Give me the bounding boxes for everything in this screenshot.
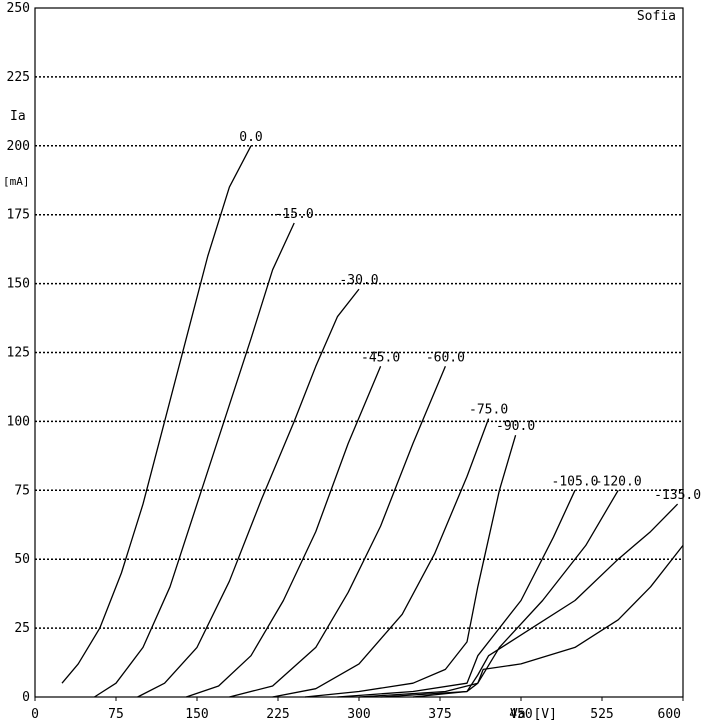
series-line (272, 418, 490, 698)
y-tick-label: 225 (7, 70, 30, 85)
series-group: 0.0-15.0-30.0-45.0 -60.0-75.0-90.0-105.0-… (61, 130, 701, 698)
x-tick-label: 150 (185, 707, 208, 722)
series-line (137, 288, 360, 698)
series-label: -135.0 (654, 488, 701, 503)
series-label: -30.0 (339, 273, 378, 288)
series-line (61, 145, 252, 684)
x-tick-label: 225 (266, 707, 289, 722)
axis-ticks: 0 25 50 75 100 125 150 175 200 225 250 0 75 150 225 300… (7, 1, 684, 722)
x-tick-label: 300 (347, 707, 370, 722)
series-label: -120.0 (595, 474, 642, 489)
y-tick-label: 50 (14, 552, 30, 567)
series-line (304, 435, 517, 698)
series-label: -15.0 (275, 207, 314, 222)
series-line (337, 490, 576, 698)
series-label: -60.0 (426, 350, 465, 365)
y-tick-label: 175 (7, 208, 30, 223)
x-tick-label: 0 (31, 707, 39, 722)
y-axis-label: Ia (10, 109, 26, 124)
brand-label: Sofia (637, 9, 676, 24)
series-label: -105.0 (552, 474, 599, 489)
y-tick-label: 75 (14, 483, 30, 498)
y-axis-unit: [mA] (3, 175, 30, 188)
x-tick-label: 600 (658, 707, 681, 722)
series-line (229, 366, 446, 698)
x-tick-label: 75 (108, 707, 124, 722)
series-label: -90.0 (496, 419, 535, 434)
series-line (358, 489, 619, 698)
x-tick-label: 525 (590, 707, 613, 722)
series-line (185, 366, 382, 698)
series-label: -45.0 (361, 350, 400, 365)
x-axis-label: Va [V] (510, 707, 557, 722)
y-tick-label: 250 (7, 1, 30, 16)
series-line (94, 222, 295, 698)
series-line (380, 503, 679, 698)
y-tick-label: 100 (7, 414, 30, 429)
x-tick-label: 450 (509, 707, 532, 722)
y-tick-label: 0 (22, 690, 30, 705)
series-label: 0.0 (239, 130, 262, 145)
y-tick-label: 150 (7, 277, 30, 292)
x-tick-label: 375 (428, 707, 451, 722)
series-label: -75.0 (469, 403, 508, 418)
y-tick-label: 200 (7, 139, 30, 154)
series-line (412, 544, 684, 698)
y-tick-label: 25 (14, 621, 30, 636)
y-tick-label: 125 (7, 346, 30, 361)
